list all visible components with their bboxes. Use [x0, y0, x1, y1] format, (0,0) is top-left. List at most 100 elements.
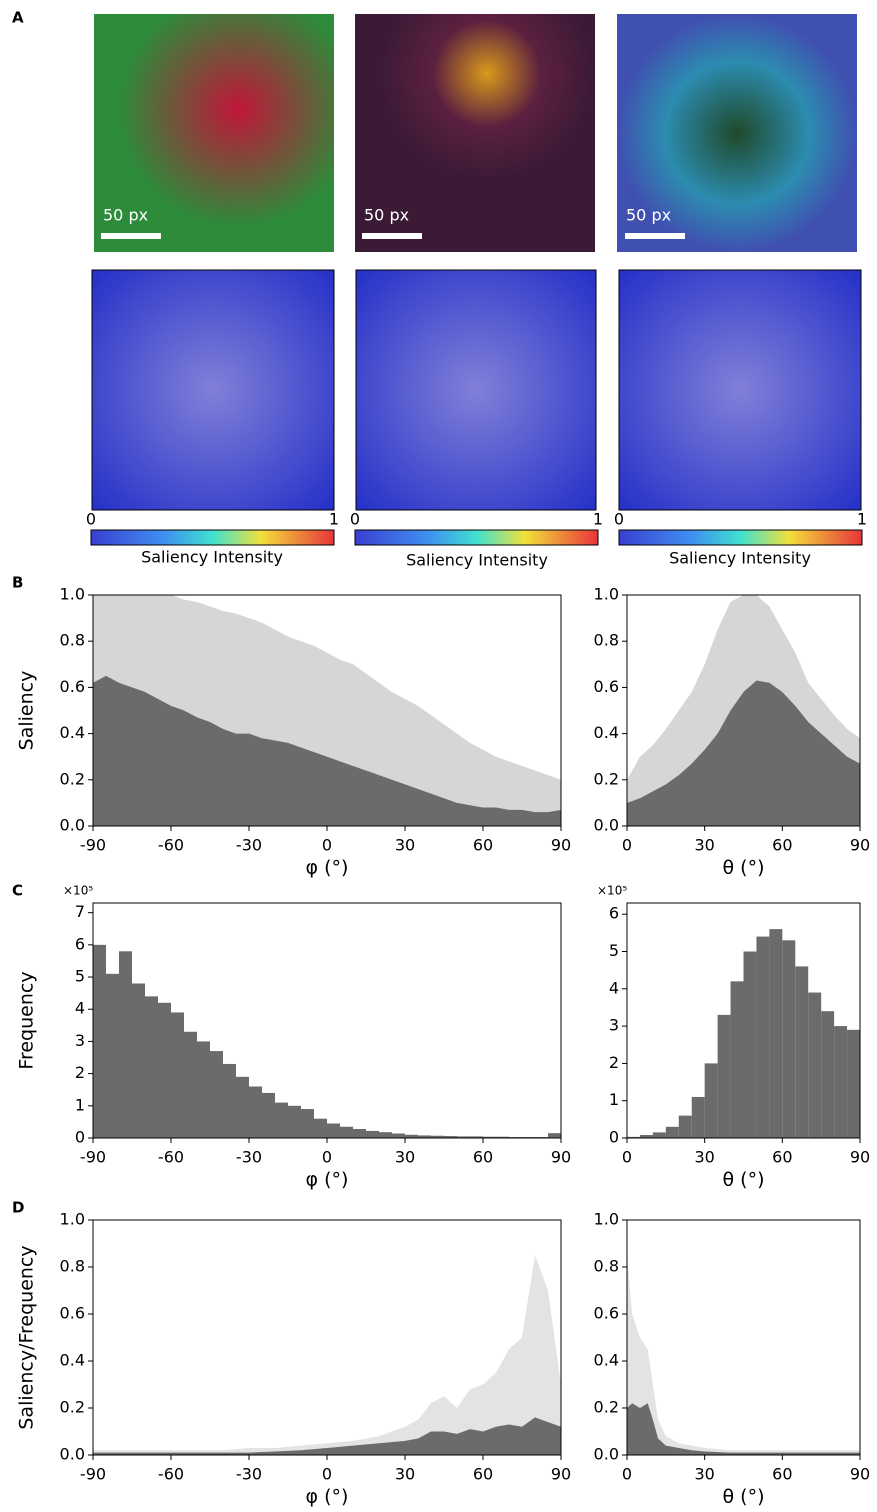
- bar: [470, 1136, 483, 1138]
- y-tick-label: 2: [609, 1053, 619, 1072]
- x-tick-label: -90: [80, 1465, 106, 1484]
- y-tick-label: 2: [75, 1063, 85, 1082]
- bar: [821, 1011, 835, 1138]
- y-tick-label: 1.0: [594, 585, 619, 604]
- bar: [171, 1012, 184, 1138]
- y-tick-label: 5: [609, 941, 619, 960]
- saliency-map: [618, 269, 862, 511]
- y-tick-label: 7: [75, 902, 85, 921]
- x-tick-label: 60: [772, 1148, 792, 1167]
- bar: [106, 973, 119, 1138]
- bar: [743, 951, 757, 1138]
- y-axis-label: Frequency: [16, 971, 38, 1069]
- y-tick-label: 0.8: [60, 631, 85, 650]
- bar: [288, 1105, 301, 1138]
- bar: [210, 1051, 223, 1138]
- colorbar-tick: 1: [593, 510, 603, 529]
- colorbar: [354, 529, 599, 546]
- colorbar-tick: 1: [329, 510, 339, 529]
- y-multiplier: ×10⁵: [597, 884, 627, 898]
- x-tick-label: 0: [322, 1465, 332, 1484]
- y-tick-label: 0.4: [594, 723, 619, 742]
- x-tick-label: -90: [80, 836, 106, 855]
- bar: [119, 951, 132, 1138]
- colorbar: [618, 529, 863, 546]
- bar: [145, 996, 158, 1138]
- micrograph: [94, 14, 334, 252]
- bar: [483, 1136, 496, 1138]
- bar: [808, 992, 822, 1138]
- x-tick-label: 60: [772, 836, 792, 855]
- x-tick-label: 30: [694, 836, 714, 855]
- y-tick-label: 0.6: [594, 677, 619, 696]
- x-tick-label: -90: [80, 1148, 106, 1167]
- bar: [431, 1135, 444, 1138]
- scale-bar: [101, 233, 161, 239]
- y-axis-label: Saliency/Frequency: [16, 1245, 38, 1429]
- colorbar-tick: 0: [614, 510, 624, 529]
- bar: [665, 1126, 679, 1138]
- saliency-map: [355, 269, 597, 511]
- y-tick-label: 0.4: [60, 1351, 85, 1370]
- x-tick-label: 0: [622, 836, 632, 855]
- panel-label: A: [12, 9, 24, 27]
- x-tick-label: -30: [236, 836, 262, 855]
- y-tick-label: 0.0: [594, 816, 619, 835]
- bar: [704, 1063, 718, 1138]
- bar: [639, 1135, 653, 1138]
- y-multiplier: ×10⁵: [63, 884, 93, 898]
- y-tick-label: 6: [75, 934, 85, 953]
- y-tick-label: 0.0: [60, 816, 85, 835]
- y-tick-label: 0.4: [594, 1351, 619, 1370]
- x-tick-label: -60: [158, 836, 184, 855]
- x-tick-label: 90: [551, 836, 571, 855]
- bar: [834, 1026, 848, 1138]
- saliency-area: [93, 1255, 561, 1455]
- y-tick-label: 1.0: [60, 585, 85, 604]
- x-tick-label: 90: [850, 1148, 870, 1167]
- bar: [379, 1132, 392, 1138]
- x-tick-label: -60: [158, 1148, 184, 1167]
- scale-label: 50 px: [364, 206, 409, 225]
- bar: [678, 1115, 692, 1138]
- saliency-area: [627, 680, 860, 826]
- y-tick-label: 0.6: [60, 1304, 85, 1323]
- panel-label: B: [12, 574, 23, 592]
- x-tick-label: 0: [622, 1148, 632, 1167]
- plot-frame: [626, 594, 861, 827]
- y-tick-label: 0.2: [594, 769, 619, 788]
- saliency-map: [91, 269, 335, 511]
- y-tick-label: 0.0: [594, 1445, 619, 1464]
- x-tick-label: 30: [395, 1148, 415, 1167]
- y-tick-label: 3: [609, 1016, 619, 1035]
- bar: [405, 1134, 418, 1138]
- bar: [197, 1041, 210, 1138]
- x-tick-label: 30: [395, 836, 415, 855]
- x-tick-label: 90: [850, 1465, 870, 1484]
- colorbar-label: Saliency Intensity: [141, 548, 283, 567]
- y-tick-label: 3: [75, 1031, 85, 1050]
- bar: [756, 936, 770, 1138]
- colorbar-tick: 0: [86, 510, 96, 529]
- micrograph: [617, 14, 857, 252]
- x-tick-label: 90: [551, 1465, 571, 1484]
- y-tick-label: 0.4: [60, 723, 85, 742]
- scale-bar: [362, 233, 422, 239]
- bar: [236, 1076, 249, 1138]
- micrograph: [355, 14, 595, 252]
- y-tick-label: 0: [75, 1128, 85, 1147]
- saliency-area: [627, 1403, 860, 1455]
- y-tick-label: 0: [609, 1128, 619, 1147]
- bar: [627, 1136, 640, 1138]
- x-tick-label: 0: [322, 1148, 332, 1167]
- x-axis-label: θ (°): [723, 857, 765, 879]
- bar: [795, 966, 809, 1138]
- y-tick-label: 0.8: [594, 1257, 619, 1276]
- y-tick-label: 0.8: [60, 1257, 85, 1276]
- x-tick-label: -30: [236, 1465, 262, 1484]
- bar: [132, 983, 145, 1138]
- x-tick-label: 0: [622, 1465, 632, 1484]
- x-tick-label: -30: [236, 1148, 262, 1167]
- bar: [275, 1102, 288, 1138]
